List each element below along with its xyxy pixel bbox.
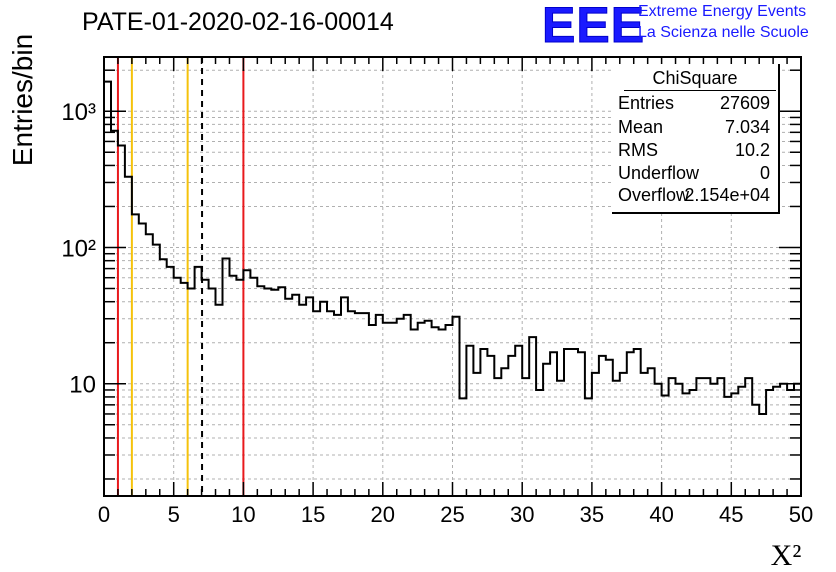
y-tick-label: 10³ — [61, 99, 96, 126]
stats-label: Overflow — [618, 185, 690, 205]
logo-caption-line1: Extreme Energy Events — [638, 3, 807, 20]
cut-lines — [116, 57, 245, 496]
y-axis-title: Entries/bin — [7, 34, 38, 166]
stats-value: 7.034 — [724, 117, 770, 137]
axis-ticks — [103, 57, 802, 496]
stats-title: ChiSquare — [652, 68, 738, 88]
x-tick-label: 0 — [98, 502, 110, 527]
eee-logo[interactable]: EEE — [541, 0, 646, 54]
x-axis-title: X² — [771, 539, 802, 572]
x-tick-label: 30 — [510, 502, 534, 527]
x-tick-label: 15 — [301, 502, 325, 527]
stats-value: 2.154e+04 — [684, 185, 770, 205]
run-title: PATE-01-2020-02-16-00014 — [82, 8, 394, 36]
stats-label: Mean — [618, 117, 664, 137]
y-tick-label: 10 — [69, 372, 96, 399]
histogram-series — [104, 80, 802, 415]
stats-label: Entries — [618, 93, 675, 113]
stats-label: RMS — [618, 140, 658, 160]
x-tick-label: 40 — [649, 502, 673, 527]
x-tick-label: 20 — [371, 502, 395, 527]
stats-value: 0 — [759, 163, 770, 183]
y-tick-labels: 10 10² 10³ — [61, 99, 96, 399]
x-tick-label: 45 — [719, 502, 743, 527]
logo-caption-line2: La Scienza nelle Scuole — [638, 24, 809, 41]
x-tick-label: 35 — [580, 502, 604, 527]
x-tick-label: 5 — [168, 502, 180, 527]
x-tick-label: 50 — [789, 502, 813, 527]
stats-box: ChiSquare Entries 27609 Mean 7.034 RMS 1… — [612, 64, 780, 214]
y-tick-label: 10² — [61, 235, 96, 262]
stats-label: Underflow — [618, 163, 700, 183]
stats-divider — [624, 90, 776, 91]
x-tick-label: 25 — [440, 502, 464, 527]
x-tick-label: 10 — [231, 502, 255, 527]
stats-value: 10.2 — [734, 140, 770, 160]
x-tick-labels: 0 5 10 15 20 25 30 35 40 45 50 — [98, 502, 813, 527]
stats-value: 27609 — [719, 93, 770, 113]
